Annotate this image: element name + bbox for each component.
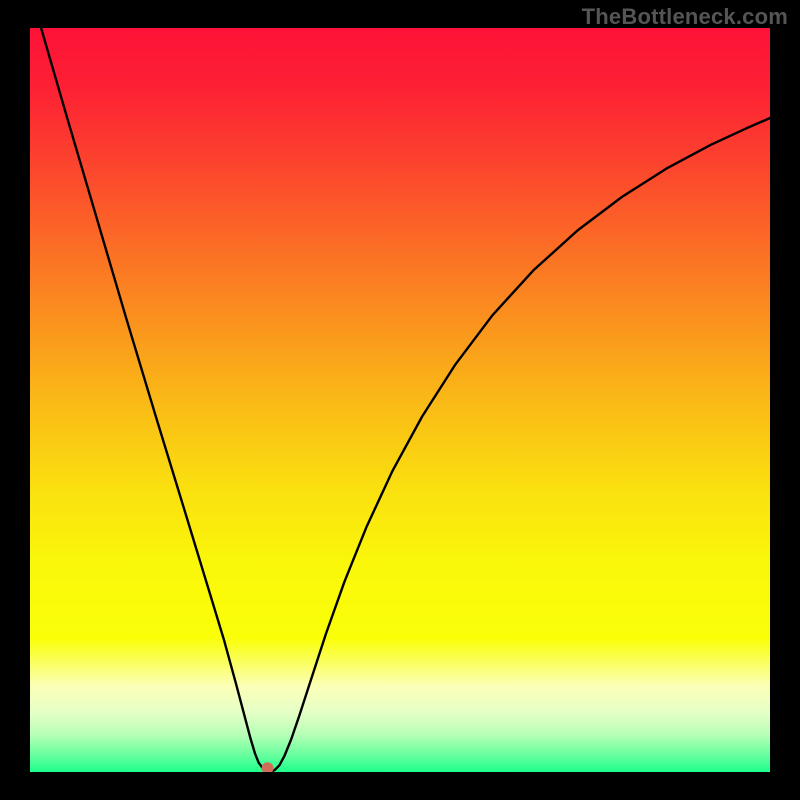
optimal-point-marker [262, 762, 274, 772]
bottleneck-curve [41, 28, 770, 771]
watermark-text: TheBottleneck.com [582, 4, 788, 30]
plot-area [30, 28, 770, 772]
chart-root: TheBottleneck.com [0, 0, 800, 800]
chart-svg [30, 28, 770, 772]
